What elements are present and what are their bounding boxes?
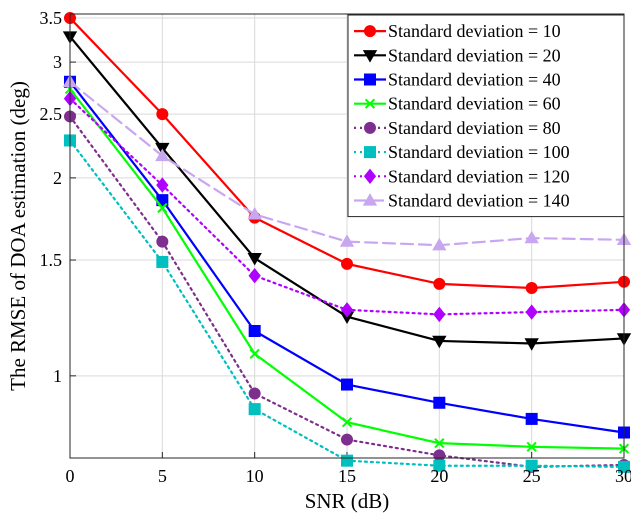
data-point [433, 396, 446, 409]
data-point [341, 433, 353, 446]
legend-label: Standard deviation = 20 [388, 45, 561, 65]
x-tick-label: 15 [338, 466, 356, 486]
data-point [156, 177, 169, 193]
data-point [618, 460, 630, 473]
x-tick-label: 0 [66, 466, 75, 486]
legend: Standard deviation = 10 Standard deviatio… [347, 14, 625, 218]
data-point [525, 282, 538, 295]
data-point [362, 193, 378, 206]
data-point-stroke [341, 417, 353, 428]
data-point [247, 207, 262, 220]
data-point [433, 459, 446, 472]
data-point [525, 459, 538, 472]
data-point [341, 257, 353, 270]
data-point [433, 277, 446, 290]
legend-box [347, 14, 625, 218]
x-tick-label: 5 [158, 466, 167, 486]
legend-label: Standard deviation = 10 [388, 21, 561, 41]
data-point [524, 338, 539, 351]
y-tick-label: 1 [53, 366, 62, 386]
data-point-stroke [157, 202, 168, 214]
legend-label: Standard deviation = 80 [388, 118, 561, 138]
data-point [364, 98, 376, 109]
data-point [156, 235, 169, 248]
data-point [362, 50, 378, 63]
data-point [339, 234, 355, 247]
data-point-stroke [364, 98, 376, 109]
data-point [155, 148, 170, 162]
data-point-stroke [526, 441, 537, 452]
data-point [433, 306, 446, 323]
data-point [249, 348, 260, 359]
tick-labels: 0 5 10 15 20 25 30 1 1.5 2 2.5 3 3.5 [40, 8, 631, 486]
legend-entry: Standard deviation = 80 [354, 118, 561, 138]
legend-entry: Standard deviation = 40 [354, 70, 561, 90]
y-tick-label: 2 [53, 168, 62, 188]
data-point [248, 324, 261, 337]
data-point-stroke [434, 438, 445, 449]
data-point [363, 168, 377, 184]
data-point [432, 335, 447, 349]
x-tick-label: 30 [615, 466, 631, 486]
legend-label: Standard deviation = 140 [388, 191, 570, 211]
data-point [156, 255, 169, 268]
legend-entry: Standard deviation = 100 [354, 142, 570, 162]
legend-entry: Standard deviation = 140 [354, 191, 570, 211]
legend-entry: Standard deviation = 60 [354, 94, 561, 114]
x-tick-label: 10 [246, 466, 264, 486]
data-point [364, 73, 376, 86]
legend-entry: Standard deviation = 10 [354, 21, 561, 41]
y-tick-label: 3.5 [40, 8, 63, 28]
legend-label: Standard deviation = 60 [388, 94, 561, 114]
data-point [433, 449, 446, 462]
data-point [247, 252, 262, 266]
legend-label: Standard deviation = 100 [388, 142, 570, 162]
data-point [340, 302, 354, 318]
data-point [432, 237, 447, 251]
x-tick-label: 20 [430, 466, 448, 486]
legend-label: Standard deviation = 120 [388, 166, 570, 186]
series [63, 90, 631, 323]
data-point [156, 108, 169, 121]
x-axis-title: SNR (dB) [305, 489, 390, 513]
data-point [364, 146, 376, 159]
data-point [364, 25, 376, 38]
data-point-stroke [249, 348, 260, 359]
series [64, 83, 630, 454]
data-point [526, 441, 537, 452]
data-point [248, 268, 261, 284]
data-point [341, 378, 353, 391]
x-tick-label: 25 [523, 466, 541, 486]
data-point [434, 438, 445, 449]
y-tick-label: 1.5 [40, 250, 63, 270]
data-point [341, 454, 353, 467]
data-point [524, 230, 539, 244]
data-point [364, 121, 376, 134]
data-point [157, 202, 168, 214]
plot-border [69, 13, 625, 459]
legend-entry: Standard deviation = 120 [354, 166, 570, 186]
legend-entry: Standard deviation = 20 [354, 45, 561, 65]
y-axis-title: The RMSE of DOA estimation (deg) [6, 81, 30, 391]
data-point [525, 304, 538, 320]
legend-label: Standard deviation = 40 [388, 70, 561, 90]
y-tick-label: 3 [53, 52, 62, 72]
y-tick-label: 2.5 [40, 104, 63, 124]
data-point [248, 403, 261, 416]
data-point [341, 417, 353, 428]
data-point [525, 412, 538, 425]
data-point [248, 387, 261, 400]
